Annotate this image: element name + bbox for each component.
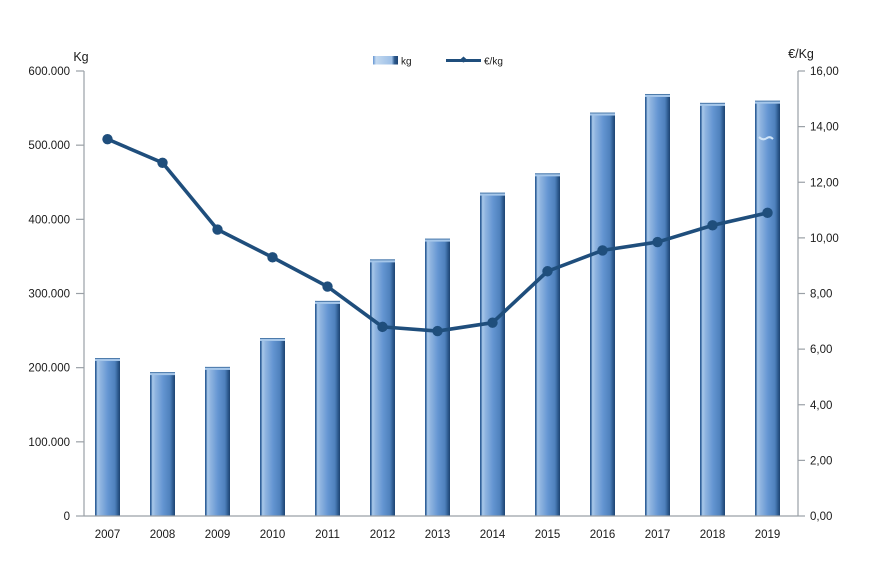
right-tick-label: 0,00	[810, 511, 832, 523]
right-tick-label: 16,00	[810, 66, 839, 78]
bar-2016	[590, 112, 615, 517]
bar-2007	[95, 358, 120, 516]
marker-2018	[707, 220, 718, 231]
marker-2012	[377, 321, 388, 333]
bar-2011	[315, 300, 340, 516]
bar-2017	[645, 93, 670, 516]
x-tick-label-2017: 2017	[645, 529, 671, 541]
marker-2013	[432, 325, 443, 337]
legend: kg €/kg	[373, 56, 503, 68]
marker-2009	[212, 224, 223, 235]
legend-entry-eur-kg: €/kg	[446, 56, 503, 68]
bar-2014	[480, 192, 505, 516]
x-tick-label-2015: 2015	[535, 529, 561, 541]
marker-2019	[762, 207, 773, 219]
y-axis-left: 0 100.000 200.000 300.000 400.000 500.000 600.…	[28, 66, 85, 523]
x-tick-label-2013: 2013	[425, 529, 451, 541]
left-tick-label: 0	[64, 511, 70, 523]
left-tick-label: 400.000	[28, 214, 70, 226]
bar-2013	[425, 238, 450, 516]
bar-2012	[370, 259, 395, 516]
left-tick-label: 500.000	[28, 140, 70, 152]
legend-label-kg: kg	[401, 57, 412, 68]
x-tick-label-2019: 2019	[755, 529, 781, 541]
highlight-artifact	[758, 136, 774, 141]
x-tick-label-2009: 2009	[205, 529, 231, 541]
left-tick-label: 100.000	[28, 437, 70, 449]
right-tick-label: 14,00	[810, 122, 839, 134]
marker-2011	[322, 281, 333, 292]
right-tick-label: 8,00	[810, 289, 832, 301]
right-tick-label: 2,00	[810, 455, 832, 467]
bar-series-kg	[95, 93, 780, 517]
eur-kg-marker-swatch-icon	[459, 56, 468, 63]
bar-2010	[260, 338, 285, 516]
bar-2008	[150, 372, 175, 516]
x-tick-label-2010: 2010	[260, 529, 286, 541]
line-series-eur-kg	[102, 133, 773, 337]
bar-2018	[700, 102, 725, 517]
x-tick-label-2011: 2011	[315, 529, 340, 541]
x-tick-label-2007: 2007	[95, 529, 121, 541]
left-tick-label: 300.000	[28, 289, 70, 301]
x-tick-label-2008: 2008	[150, 529, 176, 541]
x-tick-label-2012: 2012	[370, 529, 396, 541]
marker-2007	[102, 133, 113, 145]
marker-2017	[652, 236, 663, 248]
y-axis-right: 0,00 2,00 4,00 6,00 8,00 10,00 12,00 14,00 16,00	[797, 66, 839, 523]
marker-2014	[487, 317, 498, 328]
right-tick-label: 4,00	[810, 400, 832, 412]
left-tick-label: 600.000	[28, 66, 70, 78]
x-axis: 2007 2008 2009 2010 2011 2012 2013 2014 2015 2016…	[84, 515, 798, 541]
x-tick-label-2014: 2014	[480, 529, 506, 541]
left-tick-label: 200.000	[28, 363, 70, 375]
bar-2015	[535, 173, 560, 516]
kg-bar-swatch-icon	[373, 56, 398, 65]
right-tick-label: 10,00	[810, 233, 839, 245]
marker-2008	[157, 157, 168, 168]
marker-2010	[267, 252, 278, 263]
x-tick-label-2016: 2016	[590, 529, 616, 541]
x-tick-label-2018: 2018	[700, 529, 726, 541]
legend-label-eur-kg: €/kg	[484, 57, 503, 68]
right-axis-title: €/Kg	[788, 47, 814, 61]
marker-2016	[597, 245, 608, 256]
bar-2019	[755, 100, 780, 517]
legend-entry-kg: kg	[373, 56, 412, 68]
bar-2009	[205, 366, 230, 516]
marker-2015	[542, 266, 553, 277]
right-tick-label: 6,00	[810, 344, 832, 356]
right-tick-label: 12,00	[810, 177, 839, 189]
left-axis-title: Kg	[73, 50, 88, 64]
